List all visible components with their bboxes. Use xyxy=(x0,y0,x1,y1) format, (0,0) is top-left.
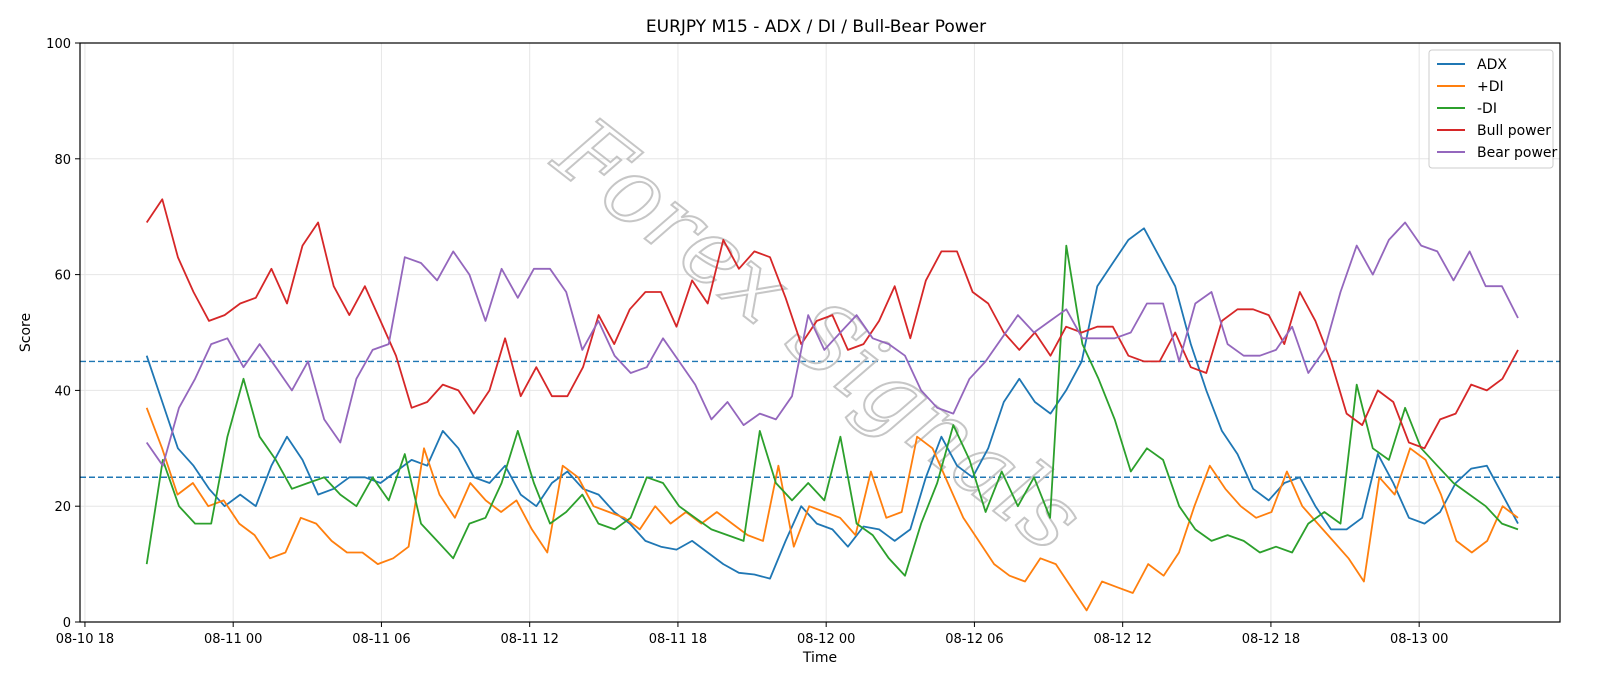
series-lines xyxy=(145,198,1519,612)
y-axis-label: Score xyxy=(18,313,34,352)
legend-label: +DI xyxy=(1477,79,1504,95)
x-tick-label: 08-11 12 xyxy=(500,632,558,647)
x-tick-label: 08-10 18 xyxy=(56,632,114,647)
legend: ADX +DI -DI Bull power Bear power xyxy=(1428,49,1558,169)
y-tick-label: 0 xyxy=(63,616,71,631)
y-tick-label: 80 xyxy=(54,153,71,168)
y-tick-label: 60 xyxy=(54,269,71,284)
grid xyxy=(80,42,1560,623)
legend-label: -DI xyxy=(1477,101,1497,117)
x-tick-label: 08-11 06 xyxy=(352,632,410,647)
x-tick-label: 08-11 00 xyxy=(204,632,262,647)
series-line-di xyxy=(145,407,1519,612)
legend-box xyxy=(1428,49,1554,169)
x-tick-label: 08-13 00 xyxy=(1390,632,1448,647)
series-line-di xyxy=(145,244,1519,577)
x-tick-label: 08-12 18 xyxy=(1242,632,1300,647)
plot-area-frame xyxy=(79,42,1561,623)
legend-label: Bull power xyxy=(1477,123,1551,139)
x-tick-label: 08-12 00 xyxy=(797,632,855,647)
series-line-bear-power xyxy=(145,221,1519,467)
legend-label: ADX xyxy=(1477,57,1507,73)
y-tick-label: 40 xyxy=(54,384,71,399)
reference-lines xyxy=(80,360,1560,478)
axes: 0 20 40 60 80 100 08-10 18 08-11 00 08-11 06 08-1… xyxy=(46,37,1448,647)
chart-title: EURJPY M15 - ADX / DI / Bull-Bear Power xyxy=(646,17,986,37)
x-tick-label: 08-11 18 xyxy=(649,632,707,647)
series-line-bull-power xyxy=(145,198,1519,450)
x-axis-label: Time xyxy=(802,650,837,666)
legend-label: Bear power xyxy=(1477,145,1558,161)
y-tick-label: 20 xyxy=(54,500,71,515)
x-tick-label: 08-12 12 xyxy=(1093,632,1151,647)
x-tick-label: 08-12 06 xyxy=(945,632,1003,647)
y-tick-label: 100 xyxy=(46,37,71,52)
